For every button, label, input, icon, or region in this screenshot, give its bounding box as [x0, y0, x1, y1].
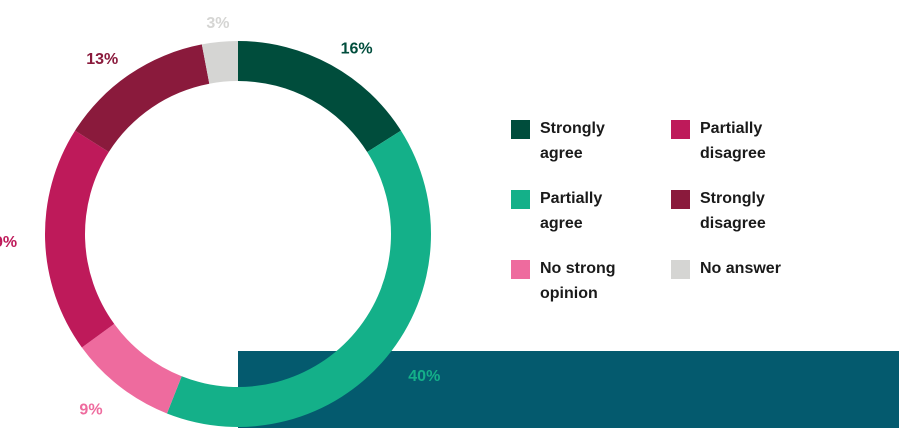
legend-item-strongly-disagree: Strongly disagree: [671, 186, 831, 236]
legend-swatch: [671, 260, 690, 279]
legend-label: Strongly agree: [540, 120, 605, 162]
legend-swatch: [511, 120, 530, 139]
data-label-partially-agree: 40%: [408, 368, 440, 385]
slice-strongly-agree: [238, 41, 401, 153]
legend-label: Strongly disagree: [700, 190, 766, 232]
legend-label: Partially agree: [540, 190, 603, 232]
legend-label: No answer: [700, 260, 781, 277]
slice-partially-agree: [166, 130, 431, 427]
legend-label: Partially disagree: [700, 120, 766, 162]
data-label-no-strong-opinion: 9%: [79, 402, 102, 419]
legend-swatch: [671, 120, 690, 139]
legend-label: No strong opinion: [540, 260, 616, 302]
legend-item-strongly-agree: Strongly agree: [511, 116, 671, 166]
legend-item-no-answer: No answer: [671, 256, 831, 306]
slice-strongly-disagree: [75, 44, 210, 153]
legend-item-partially-disagree: Partially disagree: [671, 116, 831, 166]
legend-item-partially-agree: Partially agree: [511, 186, 671, 236]
slice-no-strong-opinion: [81, 323, 182, 414]
legend-swatch: [511, 190, 530, 209]
legend: Strongly agree Partially disagree Partia…: [511, 116, 871, 306]
data-label-strongly-agree: 16%: [341, 40, 373, 57]
legend-swatch: [671, 190, 690, 209]
slice-no-answer: [201, 41, 238, 84]
legend-swatch: [511, 260, 530, 279]
legend-item-no-strong-opinion: No strong opinion: [511, 256, 671, 306]
slice-partially-disagree: [45, 130, 115, 348]
data-label-partially-disagree: 19%: [0, 234, 17, 251]
data-label-strongly-disagree: 13%: [86, 51, 118, 68]
data-label-no-answer: 3%: [206, 15, 229, 32]
